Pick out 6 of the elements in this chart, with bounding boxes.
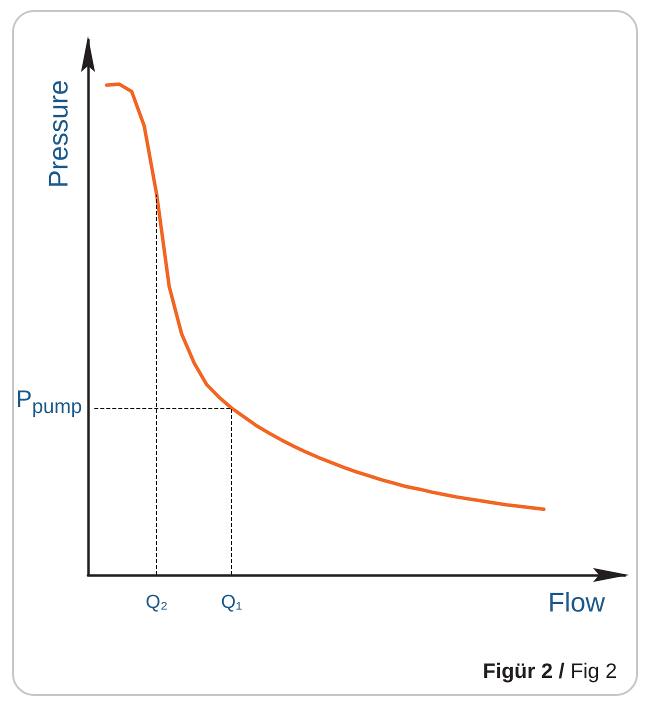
x-axis-title: Flow <box>548 588 606 618</box>
text: Figür 2 / Fig 2 <box>482 660 618 683</box>
y-axis-title: Pressure <box>44 80 74 188</box>
x-tick-label: Q₂ <box>146 592 168 613</box>
ref-line-label: P$_{pump}$ <box>16 386 82 420</box>
x-tick-label: Q₁ <box>221 592 242 613</box>
